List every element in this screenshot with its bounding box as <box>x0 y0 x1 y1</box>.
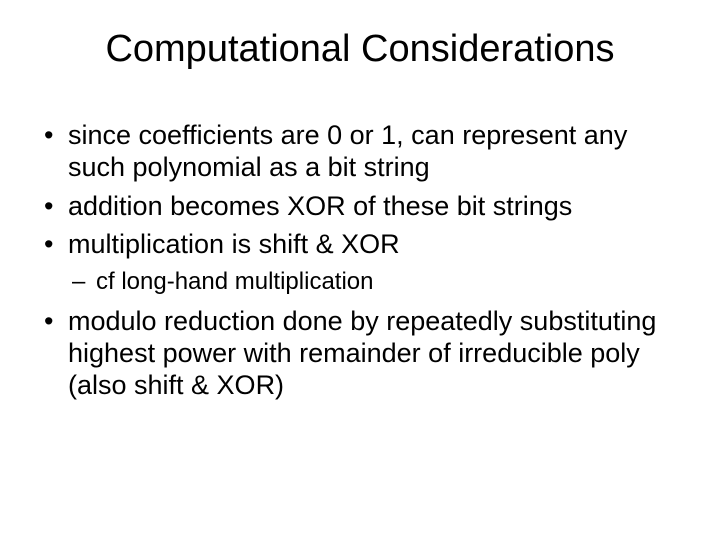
slide-title: Computational Considerations <box>30 28 690 71</box>
sub-list: cf long-hand multiplication <box>40 267 690 297</box>
bullet-text: modulo reduction done by repeatedly subs… <box>68 306 656 401</box>
bullet-text: multiplication is shift & XOR <box>68 229 400 259</box>
bullet-item: multiplication is shift & XOR <box>40 228 690 260</box>
bullet-item: modulo reduction done by repeatedly subs… <box>40 305 690 402</box>
sub-bullet-text: cf long-hand multiplication <box>96 268 374 295</box>
sub-bullet-item: cf long-hand multiplication <box>40 267 690 297</box>
bullet-text: addition becomes XOR of these bit string… <box>68 191 572 221</box>
bullet-item: since coefficients are 0 or 1, can repre… <box>40 119 690 184</box>
bullet-list: since coefficients are 0 or 1, can repre… <box>30 119 690 402</box>
bullet-item: addition becomes XOR of these bit string… <box>40 190 690 222</box>
bullet-text: since coefficients are 0 or 1, can repre… <box>68 120 627 182</box>
